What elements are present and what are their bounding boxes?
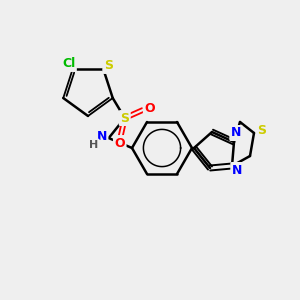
Text: S: S [104, 59, 113, 73]
Text: N: N [232, 164, 242, 176]
Text: H: H [89, 140, 98, 150]
Text: N: N [231, 127, 241, 140]
Text: S: S [120, 112, 129, 124]
Text: N: N [97, 130, 107, 142]
Text: S: S [257, 124, 266, 137]
Text: Cl: Cl [62, 58, 75, 70]
Text: O: O [144, 101, 155, 115]
Text: O: O [114, 136, 125, 149]
